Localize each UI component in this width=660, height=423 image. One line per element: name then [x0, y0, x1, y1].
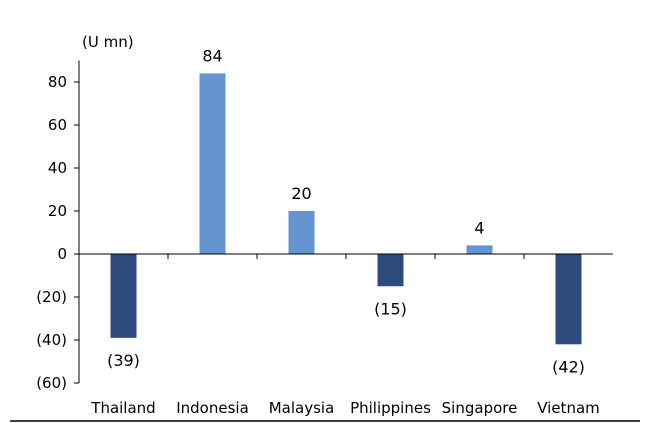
bar-philippines: [377, 254, 404, 287]
y-axis-ticks: 80 60 40 20 0 (20) (40) (60): [36, 73, 79, 392]
category-label-malaysia: Malaysia: [269, 399, 335, 417]
y-tick-label: (60): [36, 374, 67, 392]
data-labels: (39) 84 20 (15) 4 (42): [107, 46, 585, 376]
data-label-singapore: 4: [474, 218, 484, 237]
bar-vietnam: [555, 254, 582, 345]
category-label-singapore: Singapore: [442, 399, 518, 417]
y-tick-label: 20: [48, 202, 67, 220]
category-label-thailand: Thailand: [90, 399, 155, 417]
bar-singapore: [466, 245, 493, 254]
data-label-philippines: (15): [374, 299, 407, 318]
data-label-malaysia: 20: [291, 184, 311, 203]
data-label-vietnam: (42): [552, 357, 585, 376]
bar-indonesia: [199, 73, 226, 255]
bar-malaysia: [288, 211, 315, 254]
category-label-philippines: Philippines: [350, 399, 431, 417]
y-tick-label: (40): [36, 331, 67, 349]
category-labels: Thailand Indonesia Malaysia Philippines Sing…: [90, 399, 599, 417]
y-tick-label: 40: [48, 159, 67, 177]
category-label-indonesia: Indonesia: [176, 399, 249, 417]
y-tick-label: 80: [48, 73, 67, 91]
data-label-thailand: (39): [107, 351, 140, 370]
bar-thailand: [110, 254, 137, 338]
axes: [10, 60, 640, 422]
category-label-vietnam: Vietnam: [537, 399, 600, 417]
y-tick-label: 0: [57, 245, 67, 263]
y-tick-label: 60: [48, 116, 67, 134]
data-label-indonesia: 84: [202, 46, 222, 65]
bars: [110, 73, 582, 345]
unit-label: (U mn): [82, 33, 134, 51]
y-tick-label: (20): [36, 288, 67, 306]
